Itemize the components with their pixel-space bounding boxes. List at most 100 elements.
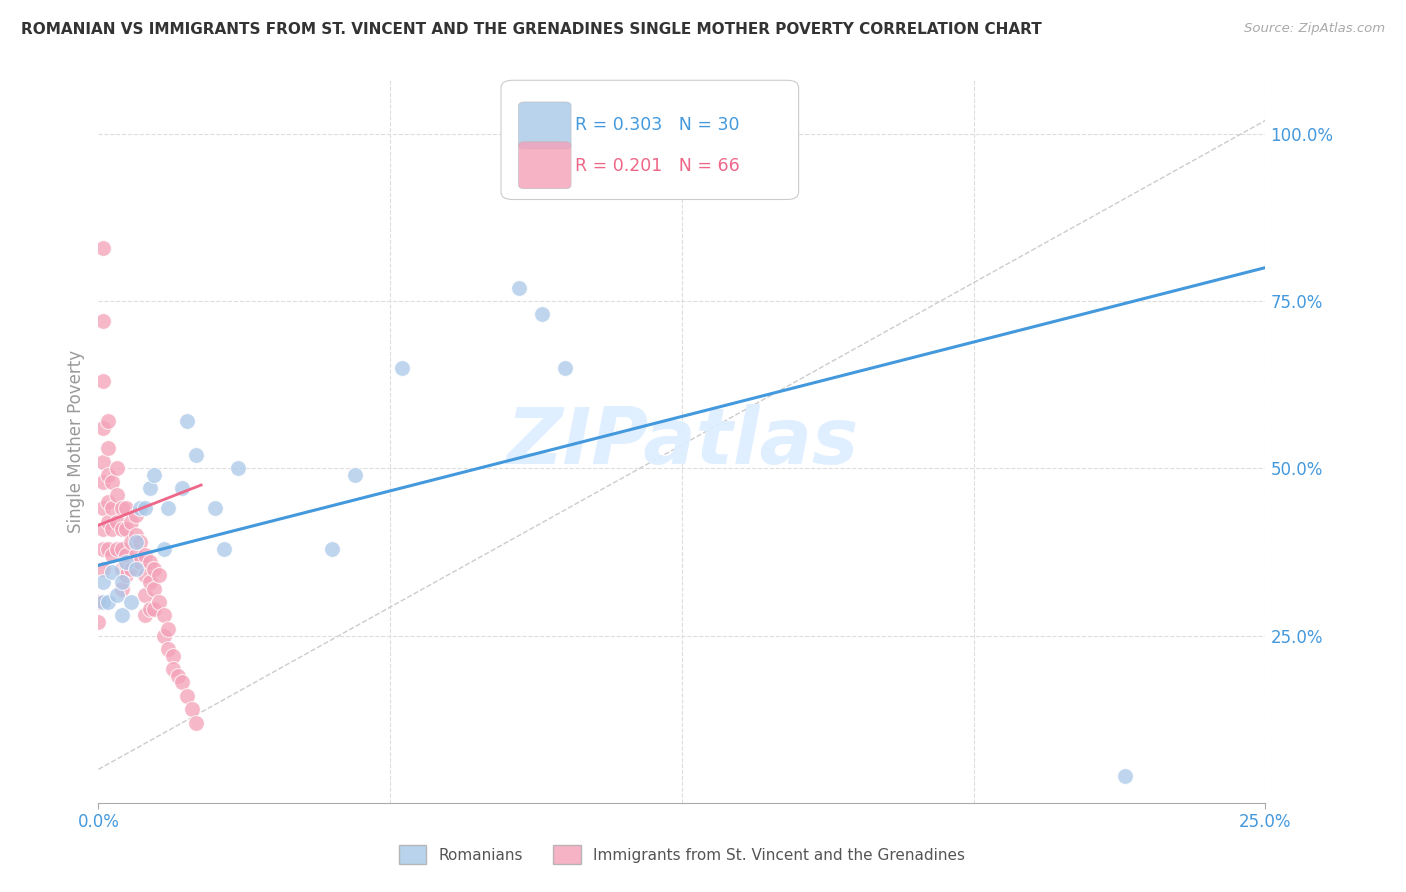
Point <box>97 442 120 455</box>
Point <box>139 555 162 569</box>
Point <box>87 615 110 630</box>
Point <box>111 562 134 576</box>
Point <box>125 508 148 523</box>
Point <box>91 455 114 469</box>
FancyBboxPatch shape <box>501 80 799 200</box>
Point <box>1114 769 1136 783</box>
Point <box>508 281 530 295</box>
Point <box>228 461 250 475</box>
Point <box>134 501 156 516</box>
Point <box>115 548 138 563</box>
Point <box>97 494 120 508</box>
Point <box>152 608 174 623</box>
Point <box>186 448 208 462</box>
Point <box>134 548 156 563</box>
Point <box>97 467 120 482</box>
FancyBboxPatch shape <box>519 102 571 149</box>
Point <box>172 482 194 496</box>
Point <box>321 541 343 556</box>
Point <box>125 548 148 563</box>
Point <box>101 565 124 579</box>
Point <box>180 702 202 716</box>
Point <box>101 501 124 516</box>
Point <box>148 568 170 582</box>
Point <box>152 628 174 642</box>
Point <box>115 521 138 535</box>
Point <box>129 534 152 549</box>
Point <box>91 521 114 535</box>
Point <box>97 595 120 609</box>
Point <box>115 568 138 582</box>
Point <box>125 528 148 542</box>
Point <box>91 501 114 516</box>
Point <box>111 521 134 535</box>
Point <box>134 608 156 623</box>
Text: R = 0.201   N = 66: R = 0.201 N = 66 <box>575 156 740 175</box>
Point <box>97 414 120 429</box>
Point <box>129 501 152 516</box>
FancyBboxPatch shape <box>519 142 571 189</box>
Point <box>91 575 114 590</box>
Text: Source: ZipAtlas.com: Source: ZipAtlas.com <box>1244 22 1385 36</box>
Point <box>129 555 152 569</box>
Point <box>530 307 553 322</box>
Point <box>91 241 114 255</box>
Point <box>111 608 134 623</box>
Point <box>120 595 142 609</box>
Point <box>166 669 188 683</box>
Point <box>111 541 134 556</box>
Point <box>204 501 226 516</box>
Text: ZIPatlas: ZIPatlas <box>506 403 858 480</box>
Point <box>125 534 148 549</box>
Point <box>115 501 138 516</box>
Point <box>162 648 184 663</box>
Point <box>101 521 124 535</box>
Point <box>91 562 114 576</box>
Point <box>143 467 166 482</box>
Point <box>120 534 142 549</box>
Point <box>176 414 198 429</box>
Point <box>101 548 124 563</box>
Point <box>157 622 180 636</box>
Point <box>148 595 170 609</box>
Legend: Romanians, Immigrants from St. Vincent and the Grenadines: Romanians, Immigrants from St. Vincent a… <box>399 845 965 863</box>
Point <box>91 475 114 489</box>
Point <box>152 541 174 556</box>
Y-axis label: Single Mother Poverty: Single Mother Poverty <box>66 350 84 533</box>
Point <box>214 541 236 556</box>
Point <box>143 582 166 596</box>
Point <box>101 475 124 489</box>
Point <box>134 589 156 603</box>
Point <box>176 689 198 703</box>
Text: R = 0.303   N = 30: R = 0.303 N = 30 <box>575 116 740 134</box>
Point <box>172 675 194 690</box>
Point <box>157 642 180 657</box>
Point <box>111 582 134 596</box>
Point <box>162 662 184 676</box>
Point <box>105 515 128 529</box>
Point <box>143 602 166 616</box>
Point <box>143 562 166 576</box>
Point <box>125 562 148 576</box>
Point <box>97 541 120 556</box>
Point <box>139 482 162 496</box>
Point <box>111 501 134 516</box>
Point <box>105 589 128 603</box>
Point <box>91 375 114 389</box>
Point <box>97 515 120 529</box>
Point <box>105 461 128 475</box>
Point <box>105 488 128 502</box>
Point <box>344 467 367 482</box>
Point <box>139 575 162 590</box>
Point <box>111 575 134 590</box>
Point <box>105 541 128 556</box>
Point <box>91 421 114 435</box>
Point <box>91 314 114 328</box>
Point <box>120 515 142 529</box>
Point <box>91 541 114 556</box>
Point <box>186 715 208 730</box>
Point <box>391 361 413 376</box>
Point <box>554 361 576 376</box>
Point <box>157 501 180 516</box>
Point <box>134 568 156 582</box>
